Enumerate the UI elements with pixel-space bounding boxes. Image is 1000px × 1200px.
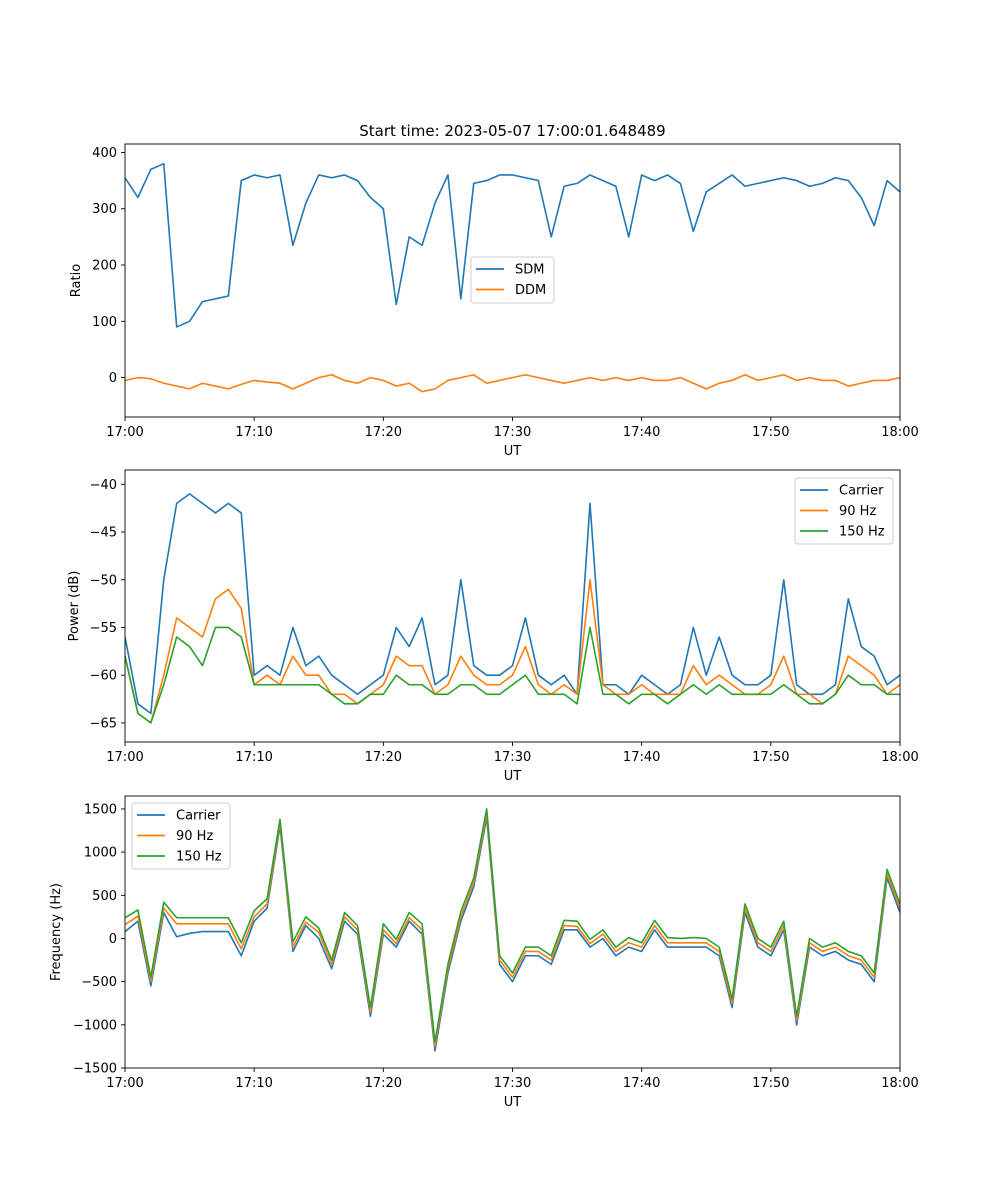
- y-tick-label: −500: [81, 975, 117, 990]
- x-tick-label: 17:30: [494, 750, 531, 765]
- series-line-90-hz: [125, 578, 900, 724]
- x-tick-label: 17:50: [752, 750, 789, 765]
- x-tick-label: 17:10: [235, 425, 272, 440]
- chart-title: Start time: 2023-05-07 17:00:01.648489: [359, 122, 665, 140]
- y-tick-label: 0: [109, 932, 117, 947]
- legend: Carrier 90 Hz 150 Hz: [131, 802, 231, 870]
- series-line-150-hz: [125, 626, 900, 724]
- legend-label: SDM: [515, 263, 544, 278]
- legend: Carrier 90 Hz 150 Hz: [794, 477, 894, 545]
- x-tick-label: 17:00: [106, 1076, 143, 1091]
- panel-2: 17:00 17:10 17:20 17:30 17:40 17:50 18:00 −65 −6…: [67, 469, 919, 784]
- y-axis-label: Power (dB): [67, 571, 82, 642]
- legend-box: [131, 802, 231, 870]
- legend-label: Carrier: [839, 484, 884, 499]
- x-tick-label: 17:40: [623, 750, 660, 765]
- legend-label: DDM: [515, 283, 546, 298]
- x-axis-label: UT: [504, 1095, 522, 1110]
- y-tick-label: 1500: [84, 802, 117, 817]
- y-tick-label: 300: [92, 202, 117, 217]
- series-line-ddm: [125, 373, 900, 393]
- y-tick-label: −1000: [73, 1018, 117, 1033]
- series-line-90-hz: [125, 812, 900, 1048]
- x-tick-label: 18:00: [881, 750, 918, 765]
- x-tick-label: 18:00: [881, 425, 918, 440]
- y-axis-label: Frequency (Hz): [49, 883, 64, 981]
- y-tick-label: 500: [92, 889, 117, 904]
- x-tick-label: 17:20: [365, 750, 402, 765]
- series-line-carrier: [125, 493, 900, 715]
- legend-box: [794, 477, 894, 545]
- x-tick-label: 17:10: [235, 1076, 272, 1091]
- y-tick-label: 0: [109, 371, 117, 386]
- y-axis-label: Ratio: [69, 264, 84, 297]
- x-tick-label: 17:00: [106, 425, 143, 440]
- panel-3: 17:00 17:10 17:20 17:30 17:40 17:50 18:00 −1500…: [49, 795, 919, 1110]
- x-tick-label: 17:20: [365, 425, 402, 440]
- x-tick-label: 17:50: [752, 1076, 789, 1091]
- y-tick-label: 100: [92, 315, 117, 330]
- y-tick-label: 200: [92, 259, 117, 274]
- y-tick-label: −45: [90, 526, 117, 541]
- x-tick-label: 17:10: [235, 750, 272, 765]
- series-line-carrier: [125, 816, 900, 1052]
- legend-label: 150 Hz: [839, 525, 885, 540]
- x-tick-label: 18:00: [881, 1076, 918, 1091]
- x-tick-label: 17:40: [623, 425, 660, 440]
- y-tick-label: −55: [90, 621, 117, 636]
- y-tick-label: −65: [90, 716, 117, 731]
- legend-label: Carrier: [176, 809, 221, 824]
- x-axis-label: UT: [504, 444, 522, 459]
- x-tick-label: 17:30: [494, 1076, 531, 1091]
- x-tick-label: 17:30: [494, 425, 531, 440]
- y-tick-label: −50: [90, 573, 117, 588]
- y-tick-label: −1500: [73, 1062, 117, 1077]
- x-tick-label: 17:00: [106, 750, 143, 765]
- legend-label: 90 Hz: [176, 829, 213, 844]
- series-line-150-hz: [125, 808, 900, 1043]
- y-tick-label: 1000: [84, 846, 117, 861]
- legend: SDM DDM: [470, 256, 555, 304]
- x-tick-label: 17:40: [623, 1076, 660, 1091]
- legend-label: 90 Hz: [839, 504, 876, 519]
- x-tick-label: 17:20: [365, 1076, 402, 1091]
- series-line-sdm: [125, 162, 900, 328]
- plot-frame: [124, 469, 901, 743]
- y-tick-label: −40: [90, 478, 117, 493]
- y-tick-label: 400: [92, 146, 117, 161]
- y-tick-label: −60: [90, 669, 117, 684]
- panel-1: 17:00 17:10 17:20 17:30 17:40 17:50 18:00 0 100 2…: [69, 143, 919, 459]
- x-axis-label: UT: [504, 769, 522, 784]
- legend-label: 150 Hz: [176, 850, 222, 865]
- x-tick-label: 17:50: [752, 425, 789, 440]
